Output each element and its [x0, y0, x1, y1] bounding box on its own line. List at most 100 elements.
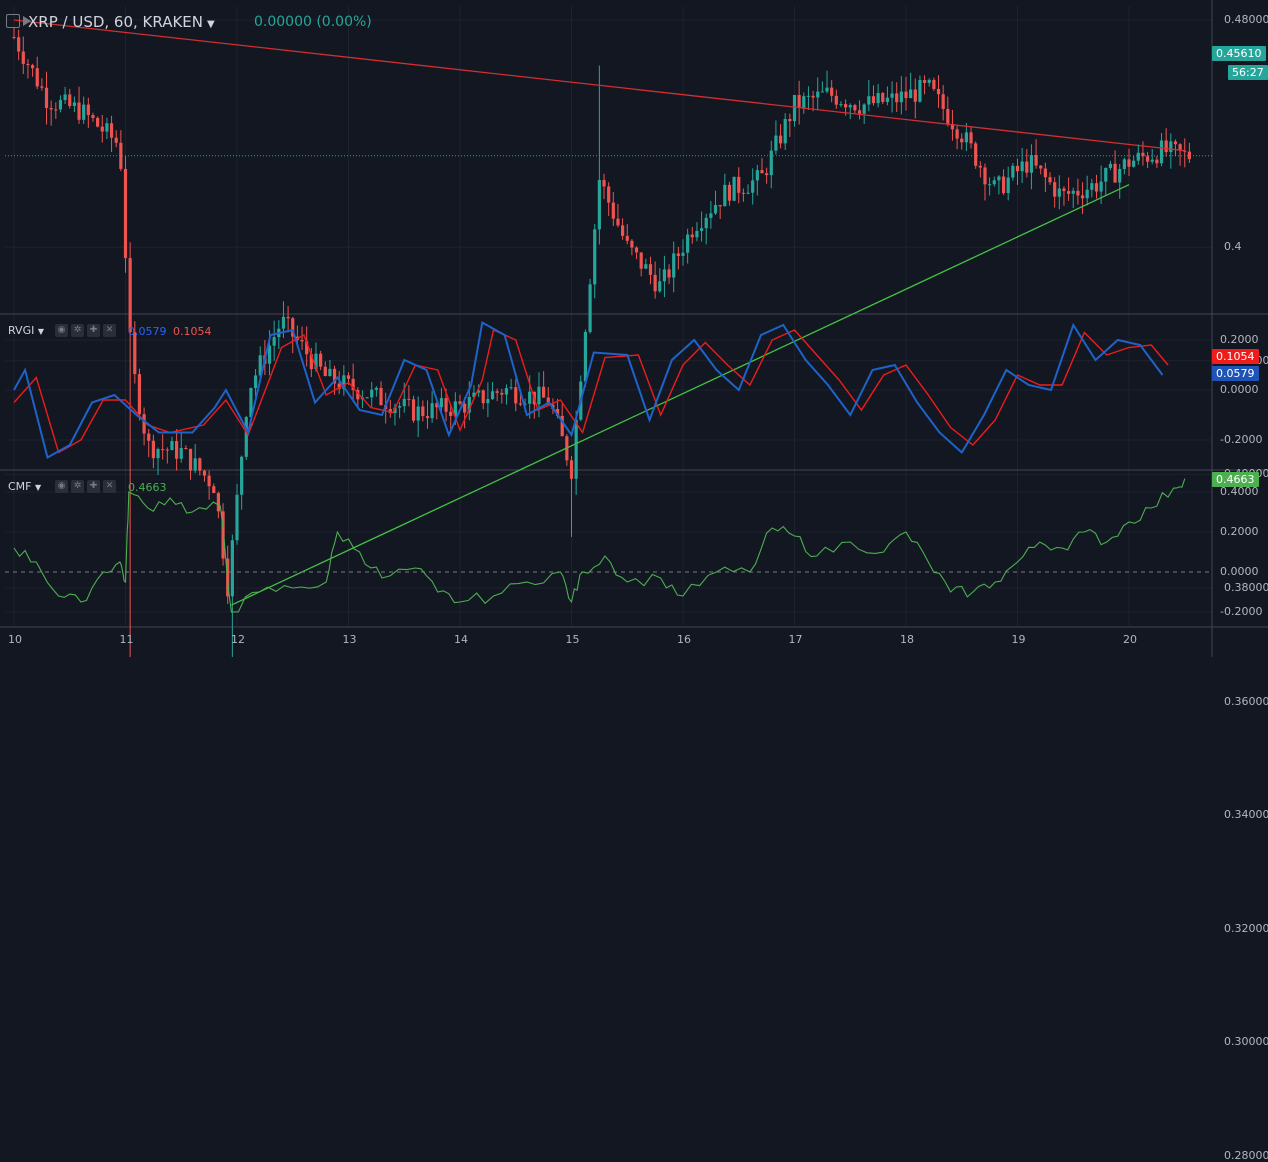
candle-body	[49, 108, 53, 110]
candle-body	[151, 440, 155, 459]
candle-body	[207, 475, 211, 487]
time-tick-label: 11	[119, 633, 134, 646]
candle-body	[1094, 183, 1099, 192]
candle-body	[463, 403, 467, 413]
candle-body	[370, 389, 374, 398]
candle-body	[216, 493, 221, 512]
candle-body	[44, 87, 49, 109]
cmf-badge: 0.4663	[1212, 472, 1259, 487]
candle-body	[323, 366, 327, 377]
candle-body	[941, 94, 945, 110]
candle-body	[890, 93, 894, 98]
collapse-icon[interactable]	[6, 14, 20, 28]
candle-body	[653, 274, 657, 292]
candle-body	[695, 230, 699, 238]
candle-body	[500, 392, 504, 395]
candle-body	[1043, 168, 1047, 178]
add-icon[interactable]: ✚	[87, 480, 100, 493]
cmf-tick-label: 0.0000	[1220, 565, 1259, 578]
close-icon[interactable]: ✕	[103, 324, 116, 337]
candle-body	[467, 396, 471, 413]
candle-body	[342, 375, 346, 389]
candle-body	[992, 180, 996, 185]
candle-body	[885, 97, 890, 102]
candle-body	[555, 408, 560, 416]
candle-body	[119, 142, 123, 169]
candle-body	[77, 102, 81, 120]
chevron-down-icon[interactable]: ▼	[207, 19, 215, 30]
candle-body	[421, 406, 425, 417]
candle-body	[1076, 190, 1080, 196]
candle-body	[72, 102, 76, 107]
candle-body	[114, 137, 118, 143]
candle-body	[509, 387, 513, 389]
candle-body	[783, 118, 787, 144]
candle-body	[82, 104, 86, 120]
candle-body	[1020, 161, 1024, 172]
candle-body	[811, 95, 815, 98]
candle-body	[286, 316, 290, 319]
candle-body	[1062, 188, 1066, 192]
candle-body	[379, 387, 383, 406]
candle-body	[988, 184, 992, 186]
candle-body	[546, 397, 550, 405]
candle-body	[1104, 167, 1108, 182]
settings-icon[interactable]: ✲	[71, 480, 84, 493]
candle-body	[305, 341, 309, 355]
cmf-line	[13, 478, 1186, 613]
visibility-icon[interactable]: ◉	[55, 324, 68, 337]
time-tick-label: 18	[900, 633, 914, 646]
price-tick-label: 0.28000	[1224, 1149, 1268, 1162]
visibility-icon[interactable]: ◉	[55, 480, 68, 493]
candle-body	[100, 126, 104, 132]
candle-body	[913, 89, 917, 102]
price-tick-label: 0.4	[1224, 240, 1242, 254]
add-icon[interactable]: ✚	[87, 324, 100, 337]
candle-body	[751, 180, 755, 193]
rvgi-main-line	[13, 320, 1164, 460]
candle-body	[1178, 144, 1182, 151]
candle-body	[402, 398, 406, 407]
candle-body	[667, 269, 671, 278]
candle-body	[356, 390, 360, 400]
candle-body	[1025, 161, 1029, 173]
candle-body	[802, 96, 806, 108]
candle-body	[472, 392, 476, 397]
candle-body	[621, 225, 625, 236]
candle-body	[904, 91, 908, 99]
candle-body	[876, 93, 880, 104]
candle-body	[960, 138, 964, 143]
candle-body	[778, 135, 783, 144]
cmf-label[interactable]: CMF ▼	[8, 480, 41, 493]
candle-body	[393, 407, 397, 414]
candle-body	[699, 228, 704, 231]
candle-body	[760, 170, 764, 174]
candle-body	[950, 123, 955, 130]
candle-body	[1183, 150, 1187, 152]
chart-canvas[interactable]	[0, 0, 1268, 657]
symbol-title[interactable]: XRP / USD, 60, KRAKEN ▼	[28, 13, 215, 31]
candle-body	[319, 353, 323, 367]
candle-body	[1006, 177, 1010, 194]
candle-body	[839, 104, 843, 106]
candle-body	[328, 368, 332, 377]
candle-body	[528, 391, 532, 404]
candle-body	[175, 441, 179, 459]
close-icon[interactable]: ✕	[103, 480, 116, 493]
resistance-trendline	[13, 19, 1185, 152]
rvgi-value-signal: 0.1054	[173, 325, 212, 338]
candle-body	[848, 105, 852, 108]
chevron-down-icon[interactable]: ▼	[37, 327, 44, 336]
flag-icon[interactable]	[23, 16, 31, 26]
candle-body	[732, 176, 736, 201]
candle-body	[537, 386, 541, 405]
chevron-down-icon[interactable]: ▼	[35, 483, 42, 492]
candle-body	[932, 79, 936, 89]
settings-icon[interactable]: ✲	[71, 324, 84, 337]
candle-body	[430, 403, 434, 419]
candle-body	[1080, 195, 1085, 199]
cmf-tick-label: 0.2000	[1220, 525, 1259, 538]
rvgi-label[interactable]: RVGI ▼	[8, 324, 44, 337]
candle-body	[774, 135, 778, 151]
candle-body	[918, 80, 922, 102]
